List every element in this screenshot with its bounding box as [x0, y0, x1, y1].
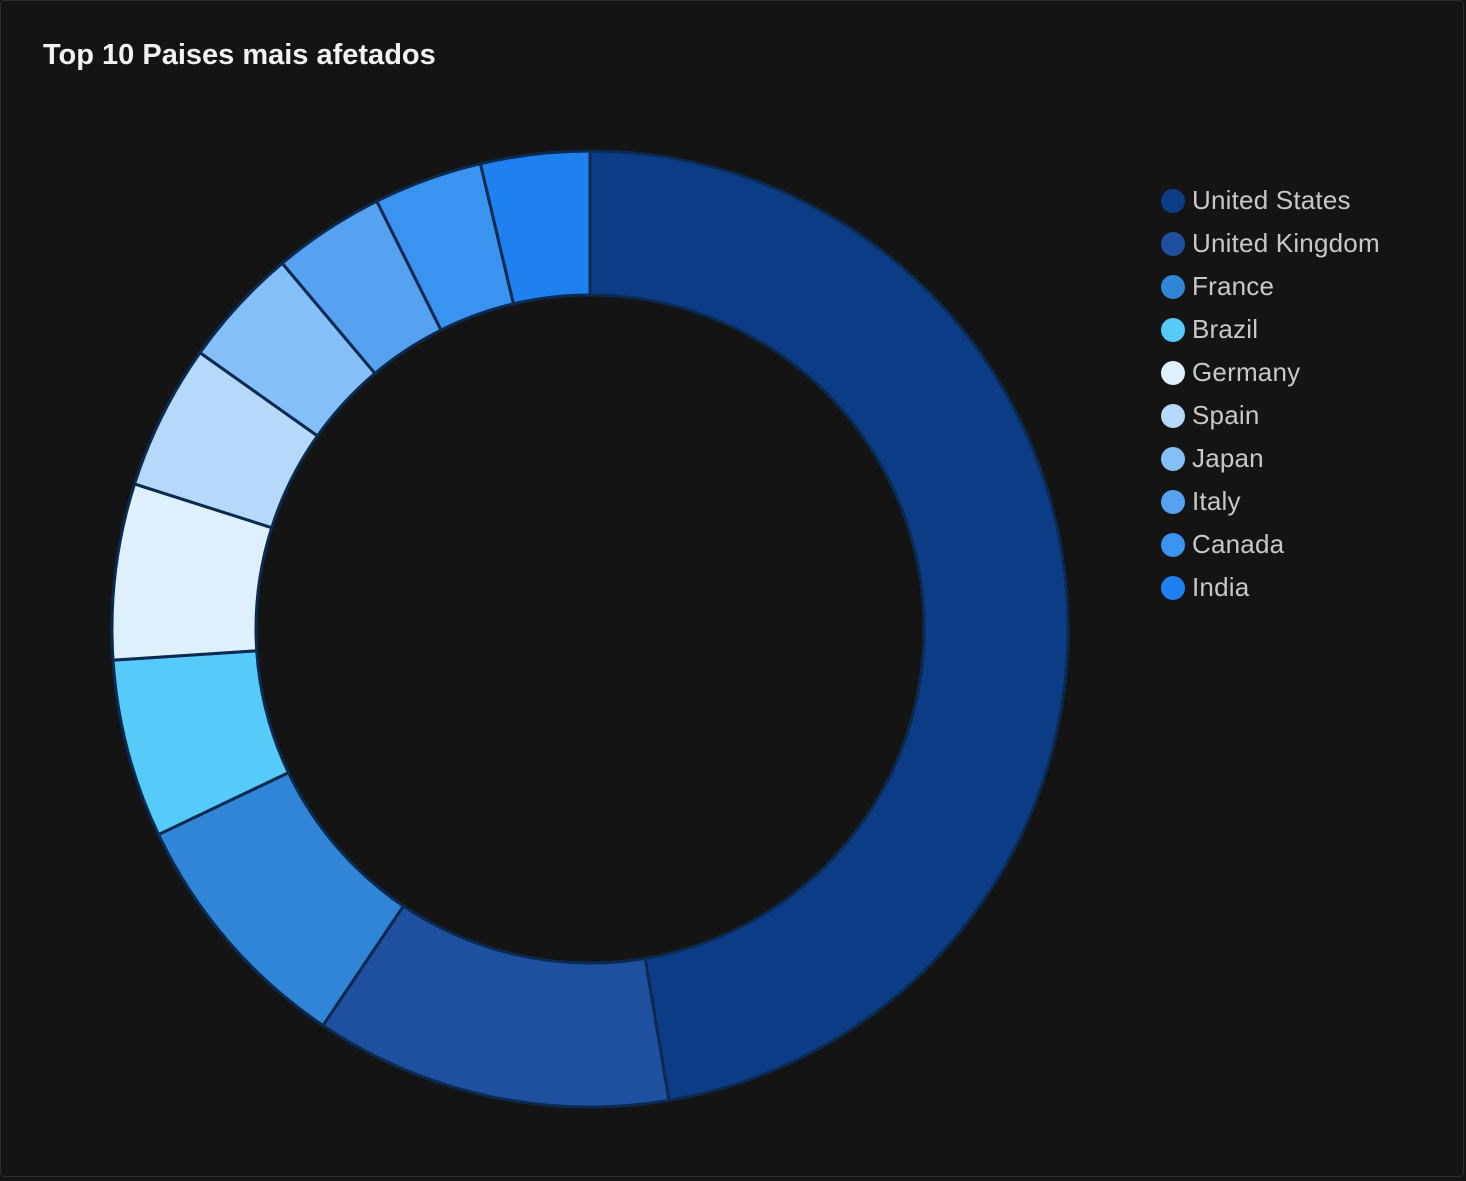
legend-swatch — [1161, 360, 1185, 385]
legend-label: Brazil — [1192, 314, 1259, 344]
donut-chart — [110, 149, 1070, 1109]
legend-item-france[interactable]: France — [1161, 265, 1380, 308]
donut-slice-india[interactable] — [478, 149, 592, 306]
legend-swatch — [1161, 446, 1185, 471]
legend-item-germany[interactable]: Germany — [1161, 351, 1380, 394]
legend-label: United Kingdom — [1192, 228, 1380, 258]
legend-item-united-states[interactable]: United States — [1161, 179, 1380, 222]
legend-label: United States — [1192, 185, 1351, 215]
legend-swatch — [1161, 188, 1185, 213]
legend-label: Italy — [1192, 486, 1241, 516]
legend-item-italy[interactable]: Italy — [1161, 480, 1380, 523]
legend-label: India — [1192, 572, 1250, 602]
panel-title: Top 10 Paises mais afetados — [43, 39, 436, 71]
legend-label: Canada — [1192, 529, 1285, 559]
legend-item-india[interactable]: India — [1161, 566, 1380, 609]
legend-swatch — [1161, 317, 1185, 342]
donut-slice-united-states[interactable] — [588, 149, 1070, 1102]
legend-swatch — [1161, 403, 1185, 428]
legend-swatch — [1161, 532, 1185, 557]
legend-label: Germany — [1192, 357, 1301, 387]
legend-swatch — [1161, 489, 1185, 514]
legend-label: France — [1192, 271, 1275, 301]
legend-label: Japan — [1192, 443, 1264, 473]
chart-legend: United States United Kingdom France Brazil G… — [1161, 179, 1380, 609]
legend-item-brazil[interactable]: Brazil — [1161, 308, 1380, 351]
legend-item-spain[interactable]: Spain — [1161, 394, 1380, 437]
legend-item-canada[interactable]: Canada — [1161, 523, 1380, 566]
legend-label: Spain — [1192, 400, 1260, 430]
legend-swatch — [1161, 231, 1185, 256]
legend-swatch — [1161, 274, 1185, 299]
legend-item-united-kingdom[interactable]: United Kingdom — [1161, 222, 1380, 265]
legend-item-japan[interactable]: Japan — [1161, 437, 1380, 480]
legend-swatch — [1161, 575, 1185, 600]
